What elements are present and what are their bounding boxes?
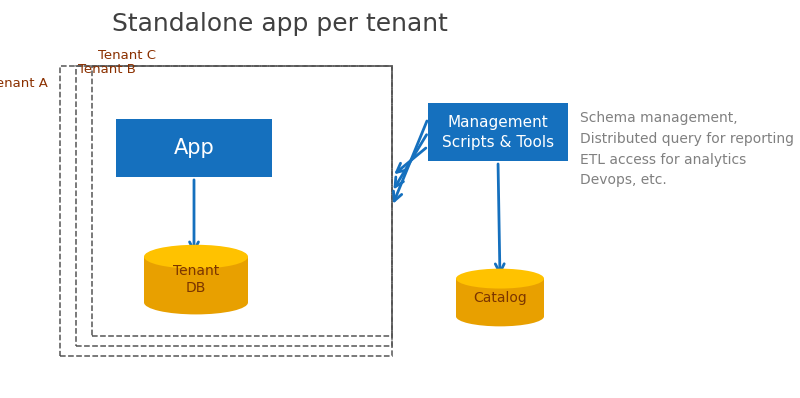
Bar [456, 279, 544, 316]
Bar [60, 66, 392, 356]
Bar [76, 66, 392, 346]
Text: Tenant
DB: Tenant DB [173, 265, 219, 295]
Text: Schema management,
Distributed query for reporting
ETL access for analytics
Devo: Schema management, Distributed query for… [580, 111, 794, 187]
Text: Tenant A: Tenant A [0, 76, 48, 90]
Text: Standalone app per tenant: Standalone app per tenant [112, 12, 448, 36]
Bar [144, 257, 248, 302]
Bar [116, 119, 272, 177]
Ellipse shape [456, 269, 544, 289]
Ellipse shape [144, 291, 248, 314]
Text: Tenant C: Tenant C [98, 49, 156, 62]
Ellipse shape [144, 245, 248, 269]
Text: Tenant B: Tenant B [78, 62, 136, 76]
Bar [92, 66, 392, 336]
Text: Catalog: Catalog [473, 291, 527, 304]
Text: Management
Scripts & Tools: Management Scripts & Tools [442, 115, 554, 150]
Ellipse shape [456, 306, 544, 326]
Bar [428, 103, 568, 161]
Text: App: App [174, 138, 214, 158]
